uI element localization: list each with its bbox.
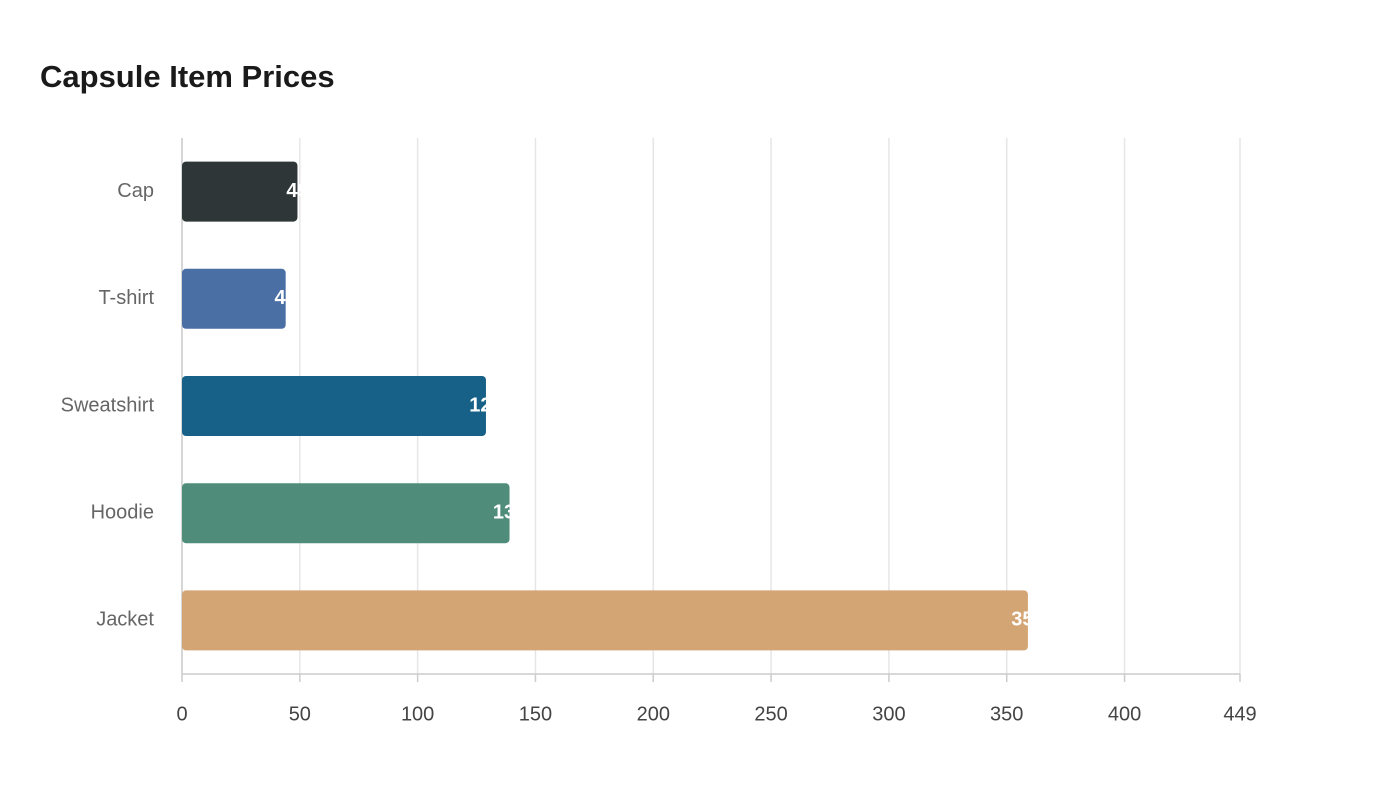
x-tick-label: 50 bbox=[289, 703, 311, 725]
x-tick-label: 150 bbox=[519, 703, 552, 725]
x-tick-label: 350 bbox=[990, 703, 1023, 725]
value-label: 44 bbox=[275, 287, 298, 309]
bar bbox=[182, 268, 286, 329]
x-tick-label: 400 bbox=[1108, 703, 1141, 725]
chart-title: Capsule Item Prices bbox=[40, 59, 335, 94]
y-tick-label: Sweatshirt bbox=[61, 394, 155, 416]
bar bbox=[182, 590, 1028, 651]
x-tick-label: 200 bbox=[637, 703, 670, 725]
x-tick-label: 250 bbox=[754, 703, 787, 725]
value-label: 359 bbox=[1011, 609, 1044, 631]
y-tick-label: Jacket bbox=[96, 609, 154, 631]
bar bbox=[182, 483, 510, 544]
x-tick-label: 449 bbox=[1223, 703, 1256, 725]
y-tick-label: T-shirt bbox=[98, 287, 154, 309]
value-label: 139 bbox=[493, 501, 526, 523]
value-label: 49 bbox=[286, 180, 308, 202]
y-tick-label: Hoodie bbox=[91, 501, 154, 523]
bar bbox=[182, 161, 298, 222]
x-tick-label: 100 bbox=[401, 703, 434, 725]
x-tick-label: 0 bbox=[176, 703, 187, 725]
bar bbox=[182, 376, 486, 436]
y-tick-label: Cap bbox=[117, 180, 154, 202]
value-label: 129 bbox=[469, 394, 502, 416]
x-tick-label: 300 bbox=[872, 703, 905, 725]
